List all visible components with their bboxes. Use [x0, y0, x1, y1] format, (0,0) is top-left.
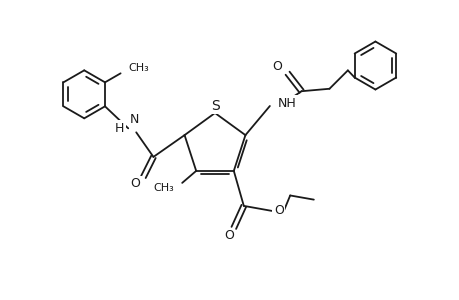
Text: O: O — [224, 230, 233, 242]
Text: O: O — [273, 204, 283, 218]
Text: O: O — [130, 177, 140, 190]
Text: CH₃: CH₃ — [153, 183, 174, 193]
Text: H: H — [115, 122, 124, 135]
Text: N: N — [130, 113, 139, 126]
Text: NH: NH — [277, 97, 296, 110]
Text: O: O — [272, 60, 282, 73]
Text: CH₃: CH₃ — [129, 63, 149, 73]
Text: S: S — [211, 99, 220, 113]
